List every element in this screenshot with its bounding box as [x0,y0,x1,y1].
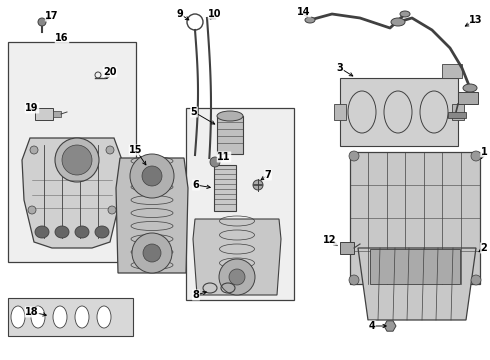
Bar [340,78,458,146]
Text: 15: 15 [129,145,143,155]
Circle shape [349,151,359,161]
Ellipse shape [11,306,25,328]
Circle shape [229,269,245,285]
Text: 13: 13 [469,15,483,25]
Text: 14: 14 [297,7,311,17]
Circle shape [38,18,46,26]
Circle shape [106,146,114,154]
Ellipse shape [305,17,315,23]
Polygon shape [384,321,396,331]
Ellipse shape [391,18,405,26]
Bar [340,242,354,254]
Polygon shape [22,138,122,248]
Text: 3: 3 [337,63,343,73]
Ellipse shape [400,11,410,17]
Polygon shape [193,219,281,295]
Text: 8: 8 [193,290,199,300]
Polygon shape [358,248,476,320]
Ellipse shape [97,306,111,328]
Text: 18: 18 [25,307,39,317]
Bar [186,108,294,300]
Ellipse shape [75,226,89,238]
Bar [214,165,236,211]
Ellipse shape [53,306,67,328]
Circle shape [30,146,38,154]
Text: 1: 1 [481,147,488,157]
Circle shape [28,206,36,214]
Bar [217,116,243,154]
Text: 7: 7 [265,170,271,180]
Polygon shape [116,158,188,273]
Bar [458,92,478,104]
Bar [452,104,464,120]
Text: 16: 16 [55,33,69,43]
Circle shape [62,145,92,175]
Circle shape [349,275,359,285]
Bar [448,112,466,118]
Circle shape [471,275,481,285]
Text: 9: 9 [176,9,183,19]
Text: 10: 10 [208,9,222,19]
Bar [350,152,480,284]
Text: 4: 4 [368,321,375,331]
Bar [334,104,346,120]
Bar [8,298,133,336]
Text: 11: 11 [217,152,231,162]
Ellipse shape [217,111,243,121]
Circle shape [471,151,481,161]
Text: 19: 19 [25,103,39,113]
Ellipse shape [95,226,109,238]
Circle shape [143,244,161,262]
Ellipse shape [75,306,89,328]
Circle shape [130,154,174,198]
Circle shape [210,157,220,167]
Text: 5: 5 [191,107,197,117]
Bar [35,108,53,120]
Circle shape [219,259,255,295]
Text: 2: 2 [481,243,488,253]
Text: 6: 6 [193,180,199,190]
Ellipse shape [35,226,49,238]
Circle shape [142,166,162,186]
Bar [8,42,136,262]
Circle shape [108,206,116,214]
Ellipse shape [31,306,45,328]
Ellipse shape [55,226,69,238]
Circle shape [253,180,263,190]
Ellipse shape [463,84,477,92]
Bar [53,111,61,117]
Bar [370,249,460,284]
Bar [442,64,462,78]
Text: 17: 17 [45,11,59,21]
Circle shape [55,138,99,182]
Circle shape [132,233,172,273]
Text: 12: 12 [323,235,337,245]
Text: 20: 20 [103,67,117,77]
